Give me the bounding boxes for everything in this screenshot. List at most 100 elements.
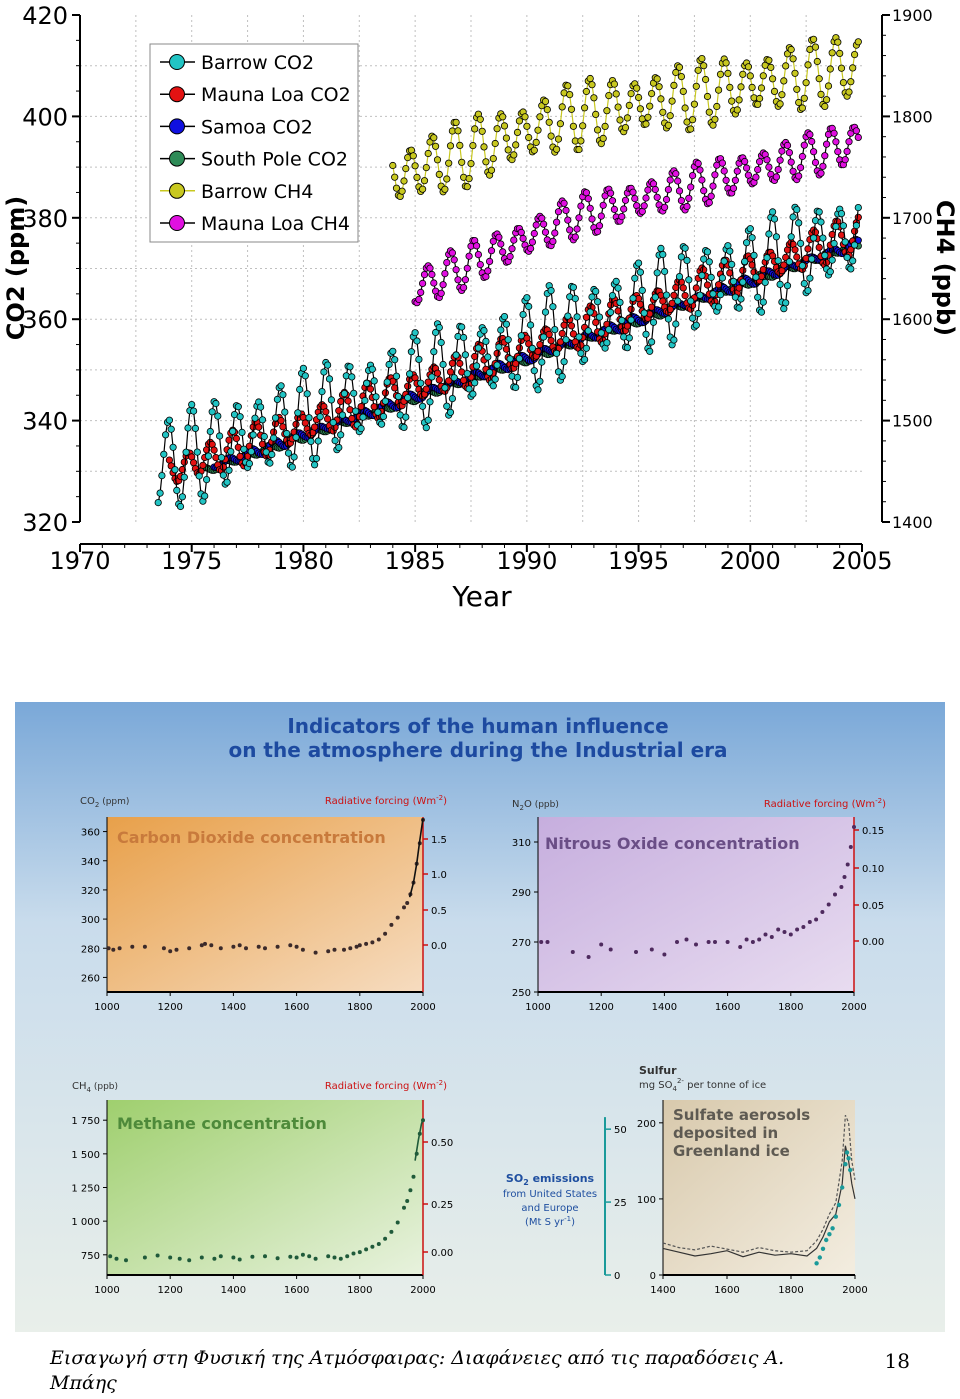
data-point [450,256,458,264]
data-point [788,932,793,937]
data-point [597,329,605,337]
footer-caption: Εισαγωγή στη Φυσική της Ατμόσφαιρας: Δια… [50,1347,785,1394]
data-point [774,166,782,174]
data-point [474,344,482,352]
data-point [506,355,514,363]
data-point [536,340,544,349]
data-point [714,303,723,311]
x-tick-label: 2000 [841,1002,866,1013]
data-point [672,320,680,328]
panel-title-line2: on the atmosphere during the Industrial … [228,738,727,762]
data-point [314,437,322,445]
data-point [789,55,797,63]
data-point [636,105,645,113]
data-point [379,412,388,421]
data-point [793,253,801,261]
data-point [636,268,645,276]
data-point [754,293,762,301]
data-point [647,338,656,346]
co2-marks: 1000 1200 1400 1600 1800 2000 260 280 300 320 340 3… [81,817,447,1013]
data-point [657,95,665,103]
data-point [283,429,291,438]
data-point [707,192,715,200]
data-point [640,202,648,210]
data-point [582,189,591,197]
sulfur-axis-title: Sulfur [639,1064,677,1077]
data-point [703,92,712,101]
data-point [504,336,512,344]
sulfate-plot-area [663,1100,855,1275]
data-point [237,943,242,948]
data-point [806,274,814,282]
data-point [640,309,648,317]
x-tick-label: 1800 [778,1285,803,1296]
data-point [705,258,713,266]
ch4-axis-label: CH4 (ppb) [72,1081,118,1094]
data-point [817,218,825,226]
data-point [852,221,861,230]
x-tick-label: 1600 [714,1285,739,1296]
data-point [400,423,408,431]
data-point [508,245,516,253]
data-point [582,87,591,96]
data-point [430,134,438,142]
data-point [368,365,376,373]
data-point [854,204,862,212]
y-tick-label: 200 [637,1119,656,1130]
data-point [338,1256,343,1261]
data-point [634,259,643,267]
data-point [279,391,287,399]
data-point [512,383,520,392]
data-point [117,946,122,951]
data-point [463,183,471,191]
data-point [826,902,831,907]
data-point [554,368,563,376]
data-point [569,283,578,291]
x-tick-label: 1400 [221,1002,246,1013]
data-point [178,465,186,474]
data-point [564,312,572,320]
data-point [482,158,490,166]
data-point [729,277,738,285]
data-point [478,127,486,135]
data-point [759,298,767,306]
data-point [489,237,497,245]
data-point [782,62,790,70]
data-point [463,369,471,378]
data-point [359,413,367,421]
legend: Barrow CO2 Mauna Loa CO2 Samoa CO2 South Po… [149,43,359,243]
data-point [450,374,458,382]
data-point [593,228,602,236]
data-point [854,213,862,221]
data-point [549,303,557,311]
co2-forcing-label: Radiative forcing (Wm-2) [325,794,447,807]
data-point [616,116,624,124]
data-point [718,159,727,167]
data-point [420,270,429,279]
data-point [577,202,585,210]
data-point [263,946,267,951]
data-point [824,82,833,90]
data-point [806,131,814,139]
n2o-axis-label: N2O (ppb) [512,799,559,812]
data-point [391,356,399,364]
data-point [783,282,792,290]
data-point [698,176,706,184]
data-point [694,942,698,947]
data-point [824,1237,829,1243]
data-point [796,164,805,172]
slide-footer: Εισαγωγή στη Φυσική της Ατμόσφαιρας: Δια… [50,1346,920,1399]
data-point [664,186,673,194]
x-tick-label: 1600 [284,1002,309,1013]
data-point [465,175,473,183]
data-point [770,87,779,96]
data-point [783,141,792,149]
axes: 320 340 360 380 400 420 1400 1500 1600 1700 1800 19… [22,2,933,575]
data-point [538,214,546,222]
legend-marker [169,54,185,70]
data-point [731,176,740,184]
data-point [521,113,529,121]
data-point [653,269,661,277]
data-point [763,932,768,937]
data-point [515,354,524,363]
